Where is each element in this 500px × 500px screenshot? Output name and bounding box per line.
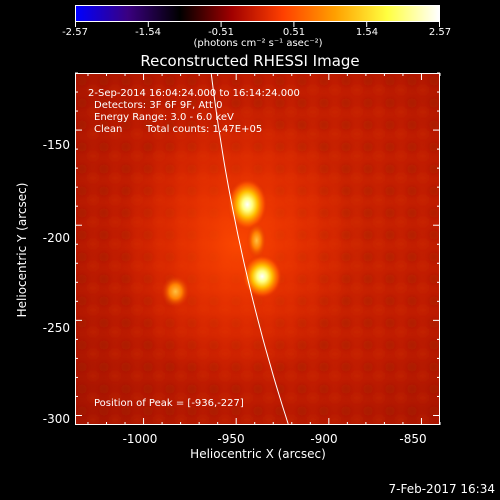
x-tick-label: -900 xyxy=(310,432,338,446)
y-tick-label: -150 xyxy=(42,138,70,152)
y-tick-label: -200 xyxy=(42,231,70,245)
left-source-blob xyxy=(161,275,190,308)
y-tick-label: -300 xyxy=(42,412,70,426)
diffuse-emission xyxy=(116,104,357,385)
colorbar-label-6: 2.57 xyxy=(428,27,452,38)
detectors-annotation: Detectors: 3F 6F 9F, Att 0 xyxy=(94,100,223,111)
colorbar-label-1: -2.57 xyxy=(62,27,88,38)
total-counts-annotation: Total counts: 1.47E+05 xyxy=(146,124,263,135)
rhessi-image xyxy=(76,74,439,424)
colorbar xyxy=(75,5,440,22)
timestamp: 7-Feb-2017 16:34 xyxy=(388,482,495,496)
energy-annotation: Energy Range: 3.0 - 6.0 keV xyxy=(94,112,234,123)
colorbar-ticks xyxy=(75,22,440,27)
colorbar-label-3: -0.51 xyxy=(208,27,234,38)
algorithm-annotation: Clean xyxy=(94,124,123,135)
solar-limb-line xyxy=(210,74,289,424)
y-tick-label: -250 xyxy=(42,321,70,335)
x-tick-label: -1000 xyxy=(122,432,158,446)
peak-position-annotation: Position of Peak = [-936,-227] xyxy=(94,398,244,409)
y-axis-label: Heliocentric Y (arcsec) xyxy=(15,182,29,318)
time-range-annotation: 2-Sep-2014 16:04:24.000 to 16:14:24.000 xyxy=(88,88,300,99)
colorbar-unit: (photons cm⁻² s⁻¹ asec⁻²) xyxy=(193,38,323,49)
image-title: Reconstructed RHESSI Image xyxy=(140,52,360,70)
x-tick-label: -950 xyxy=(217,432,245,446)
peak-source-blob xyxy=(242,254,283,299)
x-axis-label: Heliocentric X (arcsec) xyxy=(190,447,326,461)
source-layer xyxy=(116,104,357,385)
source-bridge xyxy=(246,222,267,259)
upper-source-blob xyxy=(227,178,268,231)
colorbar-label-4: 0.51 xyxy=(282,27,306,38)
x-tick-label: -850 xyxy=(399,432,427,446)
colorbar-label-5: 1.54 xyxy=(355,27,379,38)
colorbar-label-2: -1.54 xyxy=(135,27,161,38)
rhessi-image-plot: 2-Sep-2014 16:04:24.000 to 16:14:24.000 … xyxy=(75,73,440,425)
